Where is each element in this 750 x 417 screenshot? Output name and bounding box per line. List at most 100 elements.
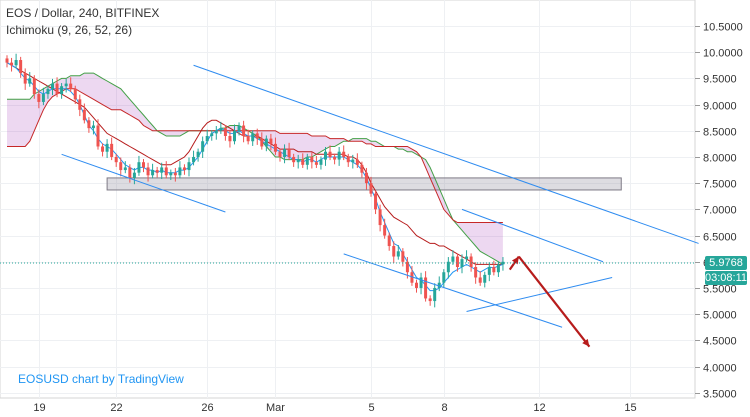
x-axis[interactable]: 19 22 26 Mar 5 8 12 15 — [33, 402, 636, 414]
candle-body — [437, 282, 441, 288]
candle-body — [128, 167, 132, 178]
zone-rect — [106, 177, 622, 191]
candle-body — [110, 143, 114, 157]
candle-body — [401, 251, 405, 262]
span-b-line — [7, 88, 503, 223]
candle-body — [178, 167, 182, 176]
y-tick-label: 10.0000 — [703, 48, 743, 60]
candle-body — [346, 156, 350, 163]
x-tick-label: 26 — [201, 402, 213, 414]
candle-body — [69, 83, 73, 89]
candle-body — [424, 277, 428, 299]
ichimoku-lines — [6, 62, 504, 292]
candle-body — [487, 267, 491, 275]
x-tick-label: 12 — [533, 402, 545, 414]
candle-body — [496, 264, 500, 273]
candle-body — [328, 151, 332, 157]
candle-body — [37, 94, 41, 102]
candle-body — [219, 128, 223, 131]
candle-body — [151, 170, 155, 176]
candle-body — [255, 133, 259, 139]
candle-body — [369, 183, 373, 194]
y-tick-label: 7.5000 — [703, 179, 737, 191]
bar-countdown-label: 03:08:11 — [705, 270, 748, 285]
symbol-title: EOS / Dollar, 240, BITFINEX — [6, 6, 160, 20]
candle-body — [351, 159, 355, 163]
y-tick-label: 5.5000 — [703, 284, 737, 296]
candle-body — [91, 125, 95, 129]
candle-body — [242, 125, 246, 136]
candle-body — [164, 167, 168, 176]
y-tick-label: 4.5000 — [703, 336, 737, 348]
channel-line — [461, 208, 604, 263]
candle-body — [14, 60, 18, 66]
candle-body — [478, 277, 482, 283]
candle-body — [433, 287, 437, 302]
candle-body — [278, 151, 282, 157]
candle-body — [233, 130, 236, 142]
candle-body — [187, 162, 191, 171]
trend-lines[interactable] — [61, 64, 699, 348]
candle-body — [46, 88, 50, 95]
candle-body — [355, 159, 359, 165]
candle-body — [155, 170, 159, 173]
y-axis[interactable]: 10.5000 10.0000 9.5000 9.0000 8.5000 8.0000 7.… — [695, 22, 743, 401]
tradingview-watermark[interactable]: EOSUSD chart by TradingView — [18, 372, 184, 386]
candle-body — [451, 256, 455, 262]
candle-body — [324, 151, 327, 160]
candle-body — [405, 261, 409, 273]
candle-body — [301, 159, 305, 165]
candle-body — [319, 159, 323, 165]
candle-body — [287, 149, 291, 157]
plot-border — [0, 0, 696, 399]
candle-body — [455, 256, 459, 267]
candle-body — [23, 73, 27, 84]
candle-body — [392, 246, 396, 257]
channel-line — [193, 64, 699, 244]
x-tick-label: 22 — [110, 402, 122, 414]
candle-body — [5, 58, 9, 63]
y-tick-label: 8.5000 — [703, 127, 737, 139]
candle-body — [269, 138, 273, 144]
candle-body — [210, 133, 214, 136]
y-tick-label: 8.0000 — [703, 153, 737, 165]
tenkan-line — [6, 62, 504, 292]
candle-body — [492, 267, 496, 273]
y-tick-label: 4.0000 — [703, 363, 737, 375]
candle-body — [19, 60, 23, 74]
candle-body — [251, 133, 255, 142]
candle-body — [501, 261, 505, 265]
support-resistance-zone[interactable] — [106, 177, 622, 191]
candle-body — [142, 162, 145, 168]
current-price-label: 5.9768 — [705, 255, 747, 270]
candle-body — [192, 156, 196, 163]
candle-body — [223, 128, 227, 136]
candle-body — [469, 256, 473, 267]
candle-body — [283, 149, 287, 157]
candle-body — [73, 88, 77, 100]
candle-body — [205, 136, 209, 142]
y-tick-label: 3.5000 — [703, 389, 737, 401]
y-tick-label: 9.0000 — [703, 101, 737, 113]
candle-body — [87, 120, 91, 129]
indicator-label: Ichimoku (9, 26, 52, 26) — [6, 23, 133, 37]
candle-body — [383, 225, 387, 236]
x-tick-label: 15 — [624, 402, 636, 414]
candle-body — [32, 78, 36, 95]
candle-body — [387, 235, 391, 247]
candle-body — [260, 138, 264, 147]
candle-body — [201, 141, 205, 152]
candle-body — [160, 167, 164, 173]
candle-body — [305, 156, 309, 165]
candle-body — [296, 159, 300, 163]
candle-body — [442, 272, 446, 283]
candle-body — [101, 146, 105, 152]
candle-body — [237, 125, 241, 131]
candle-body — [410, 272, 414, 283]
candle-body — [374, 193, 378, 210]
arrow-up-head — [511, 256, 519, 265]
candle-body — [415, 282, 418, 288]
channel-line — [343, 253, 563, 328]
candle-body — [78, 99, 82, 110]
